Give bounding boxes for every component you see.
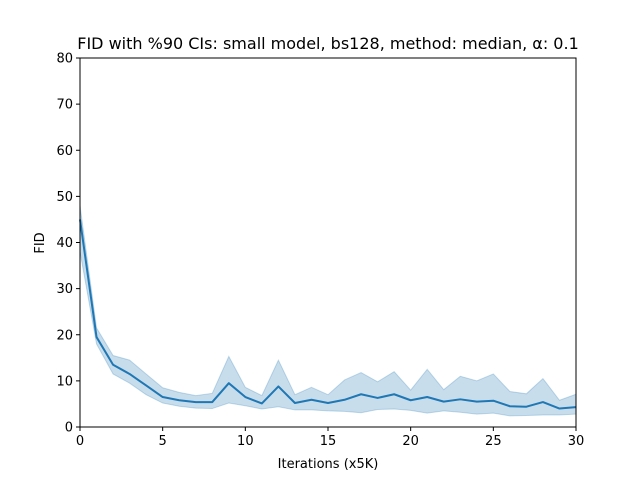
y-tick-label: 10 (56, 374, 73, 389)
y-tick-label: 40 (56, 236, 73, 251)
x-tick-label: 25 (485, 434, 502, 449)
x-tick-label: 5 (159, 434, 167, 449)
y-tick-label: 50 (56, 190, 73, 205)
plot-area (79, 205, 577, 417)
x-tick-label: 20 (402, 434, 419, 449)
y-tick-label: 60 (56, 144, 73, 159)
x-tick-label: 30 (568, 434, 585, 449)
x-axis: 0 5 10 15 20 25 30 (76, 427, 584, 449)
y-tick-label: 70 (56, 98, 73, 113)
y-tick-label: 0 (65, 421, 73, 436)
y-tick-label: 20 (56, 328, 73, 343)
y-axis: 0 10 20 30 40 50 60 70 80 (56, 52, 80, 436)
x-tick-label: 15 (320, 434, 337, 449)
chart-title: FID with %90 CIs: small model, bs128, me… (77, 34, 579, 53)
y-tick-label: 80 (56, 52, 73, 67)
y-axis-label: FID (33, 232, 48, 253)
x-axis-label: Iterations (x5K) (278, 457, 379, 472)
confidence-band (79, 205, 577, 417)
median-line (79, 219, 577, 410)
x-tick-label: 10 (237, 434, 254, 449)
y-tick-label: 30 (56, 282, 73, 297)
x-tick-label: 0 (76, 434, 84, 449)
plot-frame (79, 57, 577, 428)
